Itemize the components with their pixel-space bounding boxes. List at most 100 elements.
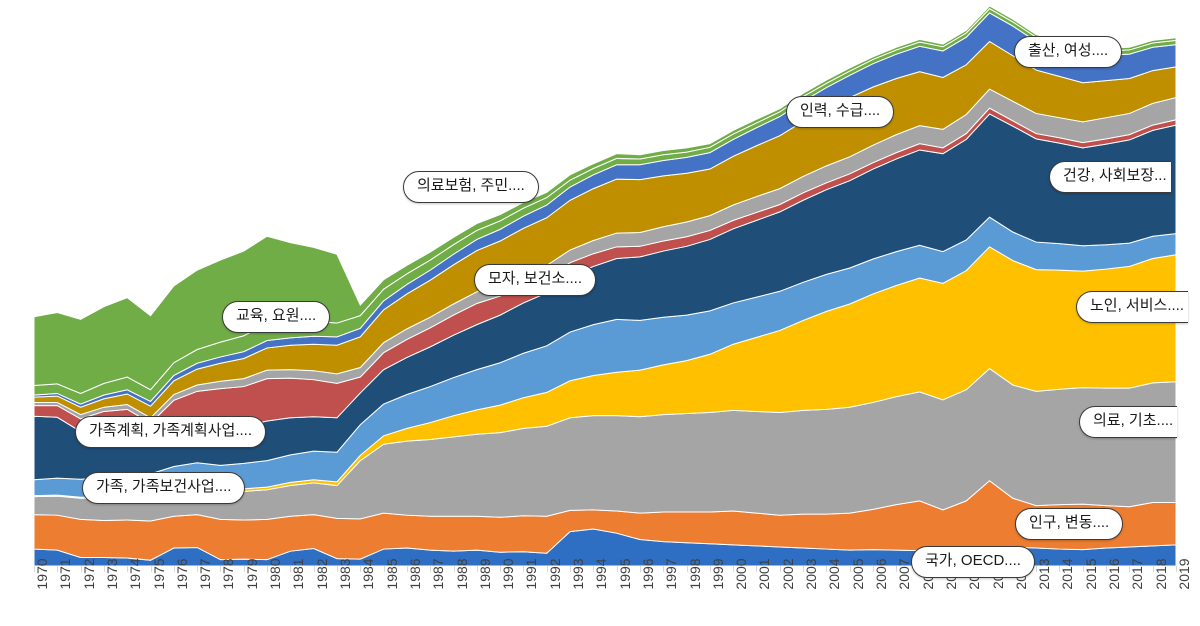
x-axis-tick: 1995 bbox=[606, 558, 633, 626]
x-axis-tick-mark bbox=[453, 566, 455, 572]
x-axis-tick: 1990 bbox=[489, 558, 516, 626]
x-axis-tick-mark bbox=[873, 566, 875, 572]
x-axis-tick: 1991 bbox=[512, 558, 539, 626]
x-axis-tick: 1989 bbox=[466, 558, 493, 626]
x-axis-tick: 1980 bbox=[256, 558, 283, 626]
x-axis-tick: 1983 bbox=[326, 558, 353, 626]
series-callout-label[interactable]: 가족, 가족보건사업.... bbox=[82, 472, 246, 504]
series-callout-label[interactable]: 가족계획, 가족계획사업.... bbox=[75, 416, 267, 448]
x-axis-tick-mark bbox=[546, 566, 548, 572]
area-series bbox=[33, 5, 1177, 394]
x-axis-tick-mark bbox=[313, 566, 315, 572]
series-callout-label[interactable]: 모자, 보건소.... bbox=[474, 264, 597, 296]
x-axis-tick-mark bbox=[127, 566, 129, 572]
x-axis-tick: 1993 bbox=[559, 558, 586, 626]
x-axis-tick: 2001 bbox=[745, 558, 772, 626]
x-axis-tick-mark bbox=[103, 566, 105, 572]
x-axis-tick-mark bbox=[1036, 566, 1038, 572]
x-axis-tick-mark bbox=[523, 566, 525, 572]
x-axis-tick-mark bbox=[1176, 566, 1177, 572]
series-callout-label[interactable]: 의료보험, 주민.... bbox=[403, 171, 539, 203]
x-axis-tick: 1977 bbox=[186, 558, 213, 626]
x-axis-tick-mark bbox=[197, 566, 199, 572]
x-axis-tick-mark bbox=[80, 566, 82, 572]
x-axis-tick: 2007 bbox=[885, 558, 912, 626]
x-axis-tick: 2000 bbox=[722, 558, 749, 626]
series-callout-label[interactable]: 교육, 요원.... bbox=[222, 301, 331, 333]
x-axis-tick: 1970 bbox=[23, 558, 50, 626]
x-axis-tick: 1971 bbox=[46, 558, 73, 626]
x-axis-tick: 1982 bbox=[303, 558, 330, 626]
x-axis-tick-label: 2019 bbox=[1176, 558, 1192, 590]
plot-area bbox=[33, 5, 1177, 566]
area-series-svg bbox=[33, 5, 1177, 566]
x-axis-tick: 1975 bbox=[140, 558, 167, 626]
series-callout-label[interactable]: 국가, OECD.... bbox=[911, 546, 1035, 578]
x-axis-tick: 2016 bbox=[1095, 558, 1122, 626]
x-axis-tick-mark bbox=[1059, 566, 1061, 572]
x-axis-tick-mark bbox=[220, 566, 222, 572]
x-axis-tick-mark bbox=[430, 566, 432, 572]
x-axis-tick-mark bbox=[406, 566, 408, 572]
x-axis-tick: 1973 bbox=[93, 558, 120, 626]
x-axis-tick-mark bbox=[383, 566, 385, 572]
series-callout-label[interactable]: 인구, 변동.... bbox=[1015, 508, 1124, 540]
series-callout-label[interactable]: 인력, 수급.... bbox=[786, 96, 895, 128]
x-axis-tick: 2015 bbox=[1072, 558, 1099, 626]
x-axis-tick-mark bbox=[34, 566, 35, 572]
x-axis-tick: 2019 bbox=[1165, 558, 1192, 626]
x-axis: 1970 1971 1972 1973 1974 1975 1976 1977 1978 1979… bbox=[0, 558, 1200, 626]
x-axis-tick: 2003 bbox=[792, 558, 819, 626]
x-axis-tick: 1996 bbox=[629, 558, 656, 626]
x-axis-tick-mark bbox=[733, 566, 735, 572]
x-axis-tick-mark bbox=[267, 566, 269, 572]
x-axis-tick: 2017 bbox=[1118, 558, 1145, 626]
x-axis-tick-mark bbox=[709, 566, 711, 572]
x-axis-tick-mark bbox=[616, 566, 618, 572]
x-axis-tick-mark bbox=[663, 566, 665, 572]
x-axis-tick: 1978 bbox=[209, 558, 236, 626]
x-axis-tick: 1999 bbox=[699, 558, 726, 626]
series-callout-label[interactable]: 노인, 서비스.... bbox=[1076, 291, 1189, 323]
series-callout-label[interactable]: 건강, 사회보장... bbox=[1049, 161, 1171, 193]
x-axis-tick-mark bbox=[570, 566, 572, 572]
x-axis-tick: 2013 bbox=[1025, 558, 1052, 626]
x-axis-tick-mark bbox=[593, 566, 595, 572]
x-axis-tick: 2006 bbox=[862, 558, 889, 626]
x-axis-tick-mark bbox=[779, 566, 781, 572]
x-axis-tick: 2018 bbox=[1142, 558, 1169, 626]
x-axis-tick: 1987 bbox=[419, 558, 446, 626]
x-axis-tick-mark bbox=[896, 566, 898, 572]
x-axis-tick-mark bbox=[336, 566, 338, 572]
x-axis-tick-mark bbox=[243, 566, 245, 572]
x-axis-tick-mark bbox=[803, 566, 805, 572]
x-axis-tick: 1992 bbox=[536, 558, 563, 626]
x-axis-tick: 2014 bbox=[1048, 558, 1075, 626]
series-callout-label[interactable]: 의료, 기초.... bbox=[1079, 406, 1178, 438]
x-axis-tick-mark bbox=[1129, 566, 1131, 572]
x-axis-tick-mark bbox=[173, 566, 175, 572]
x-axis-tick: 1985 bbox=[373, 558, 400, 626]
x-axis-tick-mark bbox=[686, 566, 688, 572]
x-axis-tick: 1979 bbox=[233, 558, 260, 626]
x-axis-tick-mark bbox=[150, 566, 152, 572]
series-callout-label[interactable]: 출산, 여성.... bbox=[1014, 36, 1123, 68]
x-axis-tick-mark bbox=[1152, 566, 1154, 572]
x-axis-tick-mark bbox=[290, 566, 292, 572]
x-axis-tick: 1986 bbox=[396, 558, 423, 626]
x-axis-tick: 1974 bbox=[116, 558, 143, 626]
x-axis-tick-mark bbox=[360, 566, 362, 572]
x-axis-tick: 1994 bbox=[582, 558, 609, 626]
x-axis-tick: 2004 bbox=[815, 558, 842, 626]
x-axis-tick: 1997 bbox=[652, 558, 679, 626]
x-axis-tick-mark bbox=[1082, 566, 1084, 572]
x-axis-tick: 2005 bbox=[839, 558, 866, 626]
x-axis-tick-mark bbox=[1106, 566, 1108, 572]
x-axis-tick: 1976 bbox=[163, 558, 190, 626]
x-axis-tick: 1988 bbox=[443, 558, 470, 626]
x-axis-tick-mark bbox=[500, 566, 502, 572]
x-axis-tick-mark bbox=[476, 566, 478, 572]
x-axis-tick-mark bbox=[57, 566, 59, 572]
x-axis-tick: 1972 bbox=[70, 558, 97, 626]
